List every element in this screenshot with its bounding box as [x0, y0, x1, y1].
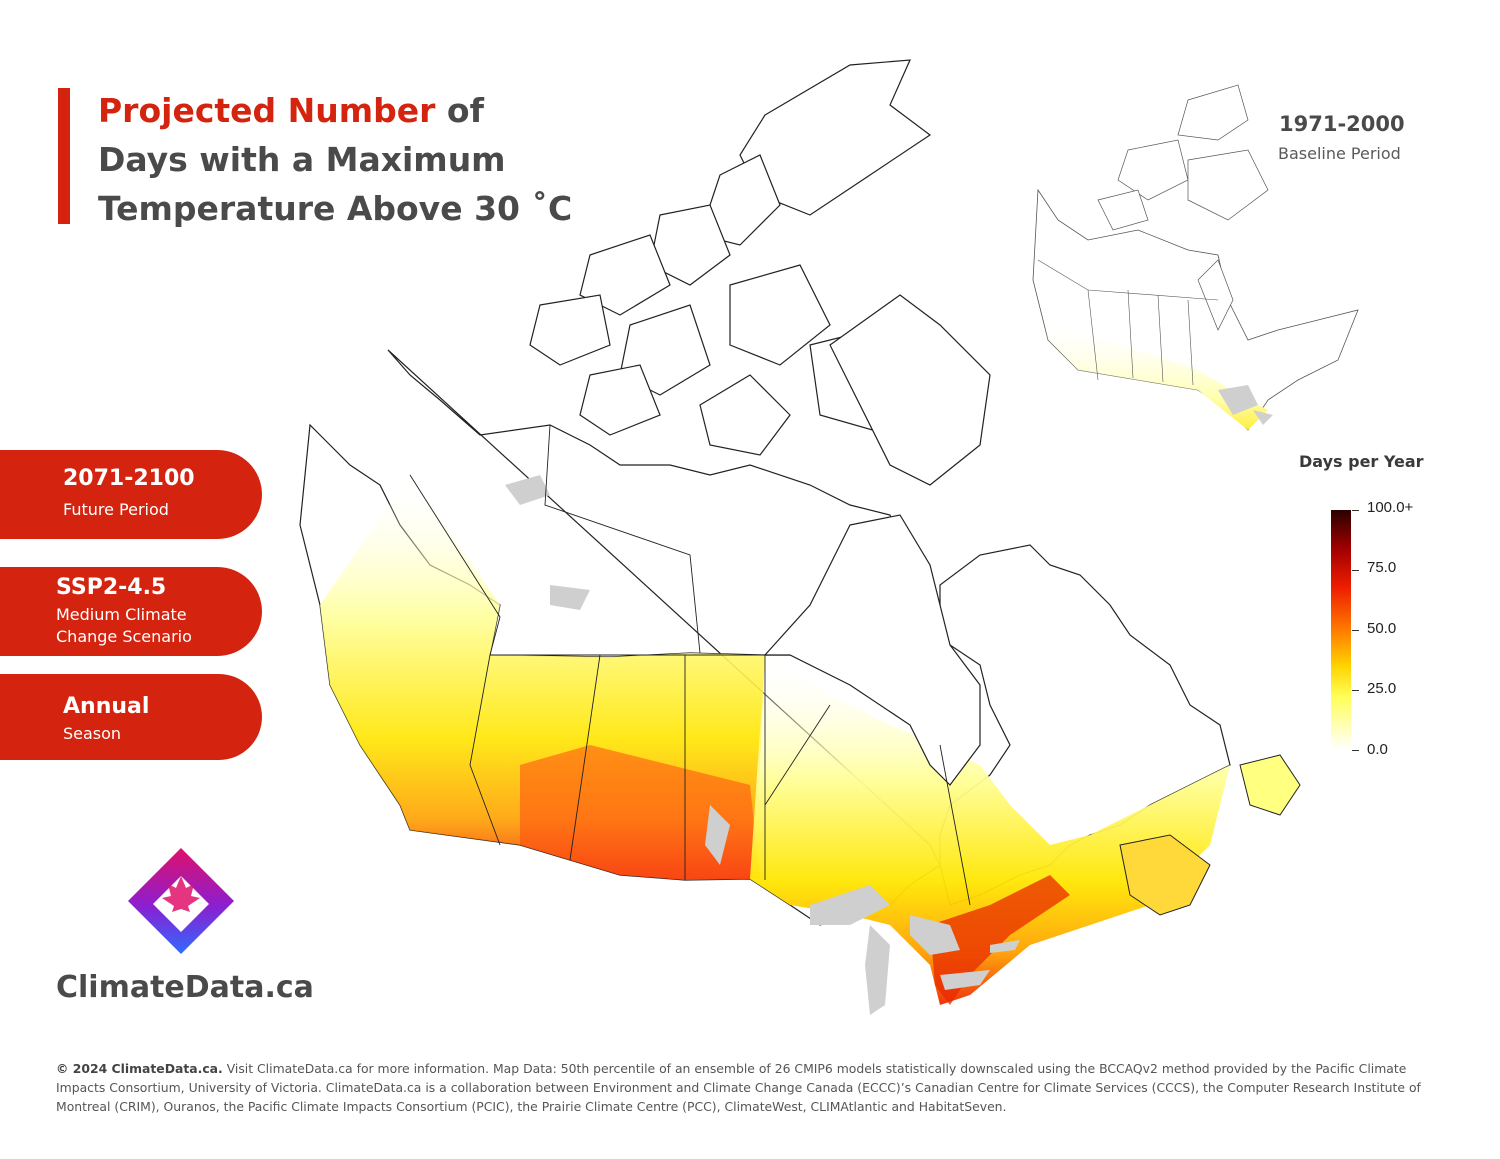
provincial-boundaries: [409, 424, 971, 906]
inset-heat-shading: [1043, 320, 1268, 430]
season-label: Season: [63, 724, 122, 743]
legend-tick-label: 25.0: [1367, 680, 1397, 697]
map-title: Projected Number of Days with a Maximum …: [98, 86, 578, 233]
inset-hudson-bay: [1197, 259, 1234, 331]
title-accent-text: Projected Number: [98, 91, 436, 130]
future-period-pill: 2071-2100 Future Period: [0, 450, 262, 539]
title-accent-bar: [58, 88, 70, 224]
inset-mainland: [1032, 188, 1359, 431]
future-period-label: Future Period: [63, 500, 169, 519]
great-lakes: [810, 885, 1020, 1015]
legend-title: Days per Year: [1299, 452, 1424, 471]
baseline-years: 1971-2000: [1279, 112, 1405, 136]
footer-text: Visit ClimateData.ca for more informatio…: [56, 1061, 1421, 1114]
footer-credits: © 2024 ClimateData.ca. Visit ClimateData…: [56, 1059, 1446, 1116]
heat-shading-east: [750, 655, 1230, 1005]
northern-lakes: [505, 475, 730, 865]
hudson-bay: [763, 514, 981, 786]
season-name: Annual: [63, 694, 150, 719]
maritimes: [1119, 834, 1211, 916]
footer-copyright: © 2024 ClimateData.ca.: [56, 1061, 223, 1076]
arctic-islands: [529, 59, 991, 486]
legend-tick: [1352, 510, 1359, 511]
brand-name: ClimateData.ca: [56, 970, 314, 1005]
season-pill: Annual Season: [0, 674, 262, 760]
climatedata-logo-icon: [128, 848, 234, 954]
baseline-label: Baseline Period: [1278, 144, 1401, 163]
heat-shading-prairies: [520, 745, 760, 880]
legend-tick: [1352, 690, 1359, 691]
future-period-years: 2071-2100: [63, 466, 195, 491]
scenario-name: SSP2-4.5: [56, 575, 167, 600]
legend-tick-label: 75.0: [1367, 559, 1397, 576]
canada-main-map: [299, 59, 1301, 1015]
title-rest-text: of Days with a Maximum Temperature Above…: [98, 91, 573, 228]
legend-tick-label: 0.0: [1367, 741, 1388, 758]
scenario-label: Medium Climate Change Scenario: [56, 605, 192, 646]
legend-tick-label: 100.0+: [1367, 499, 1414, 516]
legend-colorbar: [1331, 510, 1351, 750]
legend-tick: [1352, 570, 1359, 571]
newfoundland: [1239, 754, 1301, 816]
legend-tick: [1352, 750, 1359, 751]
legend-tick-label: 50.0: [1367, 620, 1397, 637]
scenario-pill: SSP2-4.5 Medium Climate Change Scenario: [0, 567, 262, 656]
legend-tick: [1352, 630, 1359, 631]
baseline-inset-map: [1032, 84, 1359, 431]
